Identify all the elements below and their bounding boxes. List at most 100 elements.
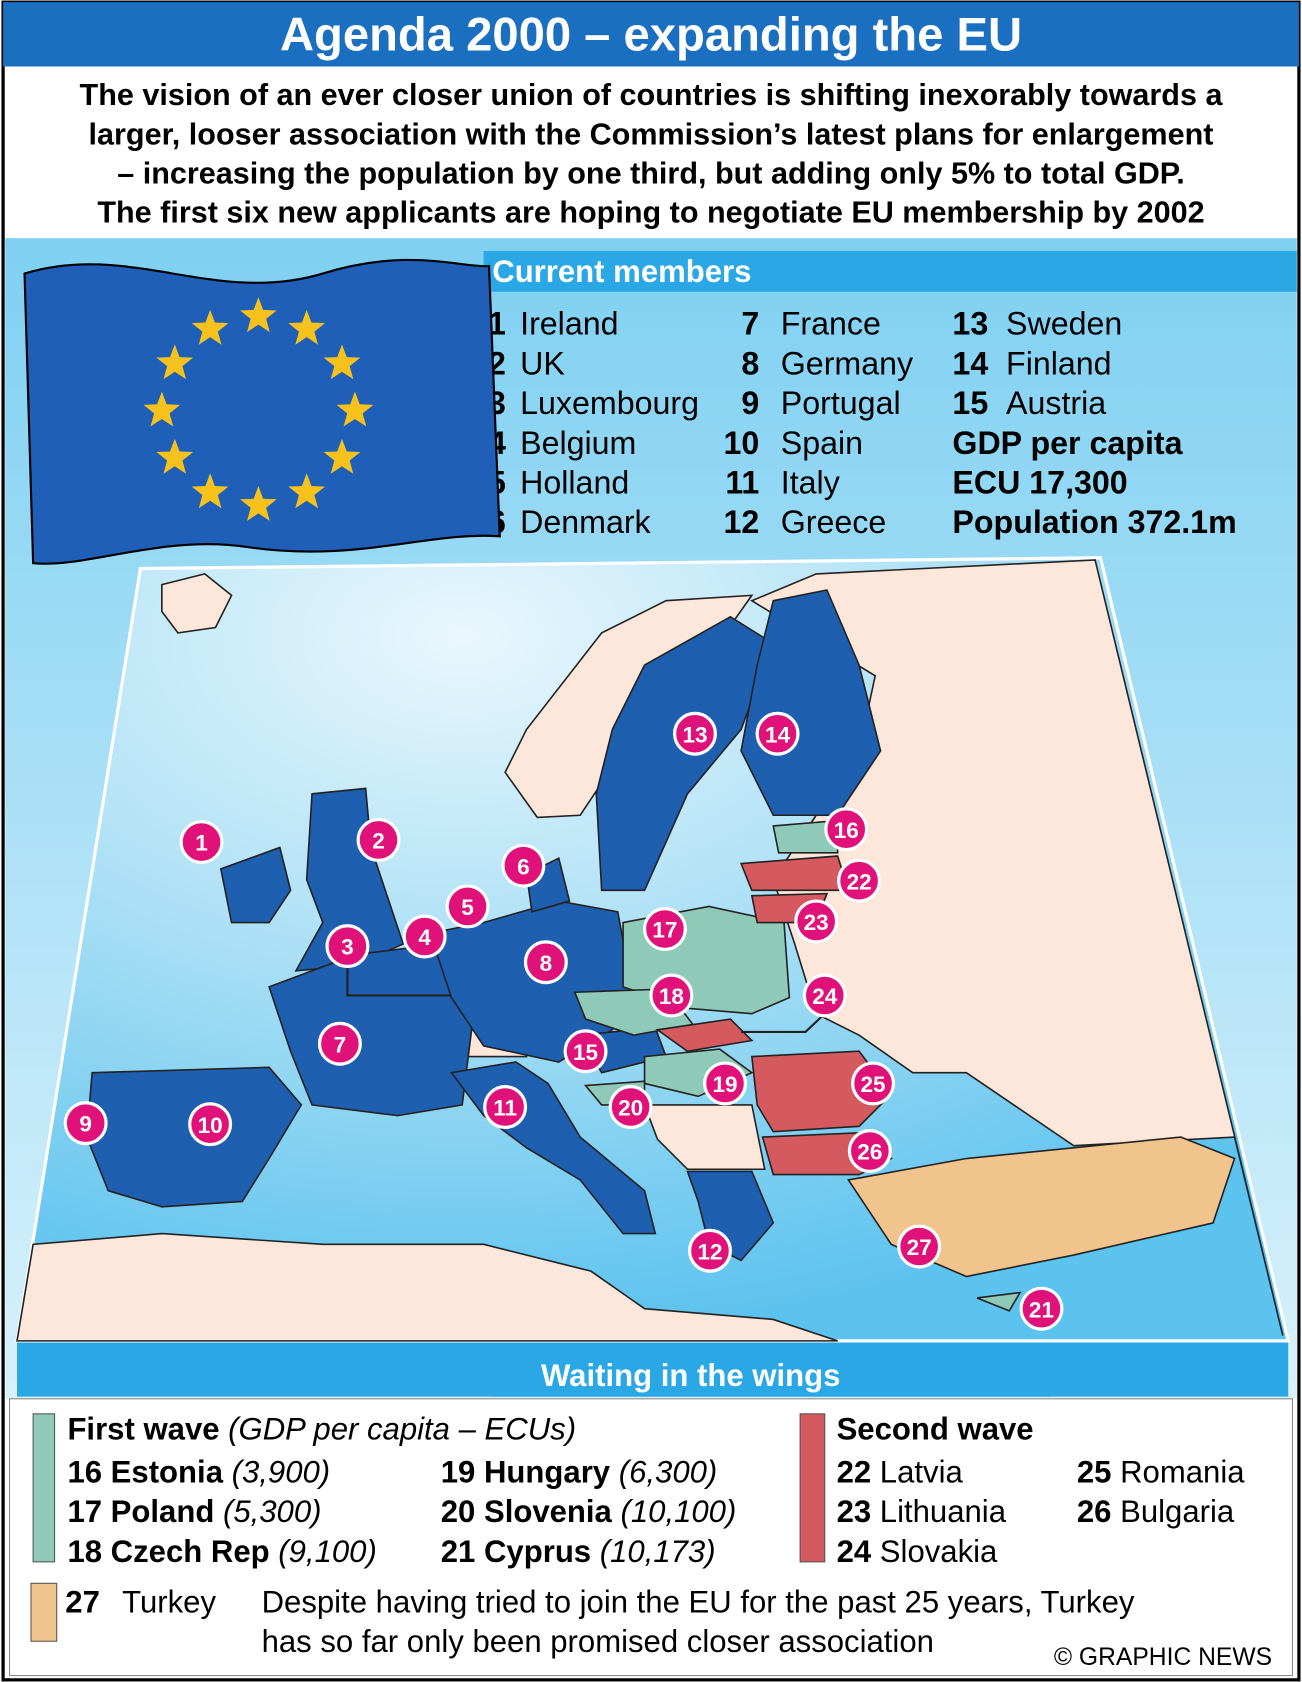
second-wave-title: Second wave <box>837 1412 1034 1447</box>
intro: The vision of an ever closer union of co… <box>80 78 1224 229</box>
marker-label: 25 <box>861 1072 886 1097</box>
waiting-heading: Waiting in the wings <box>541 1358 840 1393</box>
member-name: Portugal <box>781 385 901 421</box>
marker-label: 12 <box>697 1239 722 1264</box>
member-name: Greece <box>781 504 887 540</box>
marker-label: 1 <box>195 831 208 856</box>
star <box>143 391 181 427</box>
country-number: 25 <box>1077 1454 1112 1489</box>
legend-row: 18 Czech Rep (9,100) <box>67 1534 376 1569</box>
star <box>156 344 194 380</box>
country-number: 22 <box>837 1454 872 1489</box>
balkans <box>643 1104 766 1171</box>
marker-dot <box>325 924 370 969</box>
country-number: 18 <box>67 1534 102 1569</box>
country-name: Slovenia <box>484 1494 613 1529</box>
marker-label: 21 <box>1029 1297 1054 1322</box>
member-stat: Population 372.1m <box>952 504 1236 540</box>
member-stat: GDP per capita <box>952 425 1183 461</box>
cyprus <box>976 1291 1022 1312</box>
member-number: 14 <box>952 345 988 381</box>
marker-label: 24 <box>812 984 838 1009</box>
first-wave-title: First wave <box>67 1412 219 1447</box>
turkey-number: 27 <box>65 1584 100 1619</box>
legend-row: 26 Bulgaria <box>1077 1494 1235 1529</box>
member-name: Sweden <box>1006 306 1122 342</box>
star <box>323 344 361 380</box>
credit: © GRAPHIC NEWS <box>1054 1644 1272 1671</box>
marker-dot <box>755 711 800 756</box>
star <box>240 485 277 521</box>
marker-label: 6 <box>517 854 530 879</box>
legend-row: 24 Slovakia <box>837 1534 998 1569</box>
marker-label: 3 <box>341 935 354 960</box>
marker-dot <box>642 906 687 951</box>
iceland <box>161 573 233 634</box>
leader-line <box>741 1012 826 1034</box>
legend-panel <box>8 1398 1294 1677</box>
country-name: Lithuania <box>880 1494 1007 1529</box>
legend-row: 21 Cyprus (10,173) <box>441 1534 716 1569</box>
star <box>288 473 326 509</box>
marker-dot <box>608 1085 653 1130</box>
member-name: France <box>781 306 881 342</box>
members-bar <box>483 251 1297 292</box>
country-number: 17 <box>67 1494 102 1529</box>
legend-row: 16 Estonia (3,900) <box>67 1454 330 1489</box>
marker-dot <box>563 1029 608 1074</box>
country-gdp: (6,300) <box>619 1454 718 1489</box>
star <box>191 309 229 345</box>
marker-dot <box>837 858 882 903</box>
country-gdp: (3,900) <box>232 1454 331 1489</box>
turkey-swatch <box>30 1582 58 1642</box>
member-number: 10 <box>724 425 760 461</box>
marker-dot <box>188 1102 233 1147</box>
country-name: Bulgaria <box>1120 1494 1235 1529</box>
slovakia <box>655 1018 754 1053</box>
member-name: Luxembourg <box>520 385 699 421</box>
country-gdp: (5,300) <box>223 1494 322 1529</box>
marker-dot <box>802 973 847 1018</box>
marker-dot <box>649 973 694 1018</box>
marker-label: 5 <box>461 895 474 920</box>
ireland <box>219 846 292 924</box>
intro-line: – increasing the population by one third… <box>117 156 1184 190</box>
legend-row: 17 Poland (5,300) <box>67 1494 321 1529</box>
north-africa <box>16 1232 838 1342</box>
country-gdp: (10,173) <box>600 1534 716 1569</box>
marker-dot <box>847 1129 892 1174</box>
member-name: Finland <box>1006 345 1112 381</box>
marker-dot <box>483 1085 528 1130</box>
country-gdp: (9,100) <box>278 1534 377 1569</box>
member-number: 13 <box>952 306 988 342</box>
country-name: Czech Rep <box>111 1534 270 1569</box>
legend-row: 22 Latvia <box>837 1454 964 1489</box>
member-number: 12 <box>724 504 760 540</box>
country-name: Romania <box>1120 1454 1245 1489</box>
intro-line: larger, looser association with the Comm… <box>89 117 1214 151</box>
marker-dot <box>356 817 401 862</box>
country-name: Hungary <box>484 1454 611 1489</box>
marker-dot <box>672 711 717 756</box>
turkey-note: Despite having tried to join the EU for … <box>262 1584 1135 1619</box>
marker-dot <box>445 884 490 929</box>
title-bar <box>3 2 1299 67</box>
member-name: Ireland <box>520 306 618 342</box>
member-name: Holland <box>520 464 629 500</box>
country-number: 23 <box>837 1494 872 1529</box>
members-list: 1Ireland2UK3Luxembourg4Belgium5Holland6D… <box>488 306 1237 540</box>
marker-dot <box>688 1228 732 1273</box>
star <box>288 309 326 345</box>
marker-dot <box>1019 1286 1064 1331</box>
marker-label: 19 <box>712 1072 737 1097</box>
country-name: Slovakia <box>880 1534 998 1569</box>
marker-label: 9 <box>79 1112 92 1137</box>
marker-label: 16 <box>834 818 859 843</box>
star <box>156 438 194 474</box>
members-heading: Current members <box>492 254 751 289</box>
legend-lists: 16 Estonia (3,900) 17 Poland (5,300) 18 Cz… <box>65 1454 1245 1658</box>
eu-flag <box>23 258 501 565</box>
marker-dot <box>851 1061 896 1106</box>
